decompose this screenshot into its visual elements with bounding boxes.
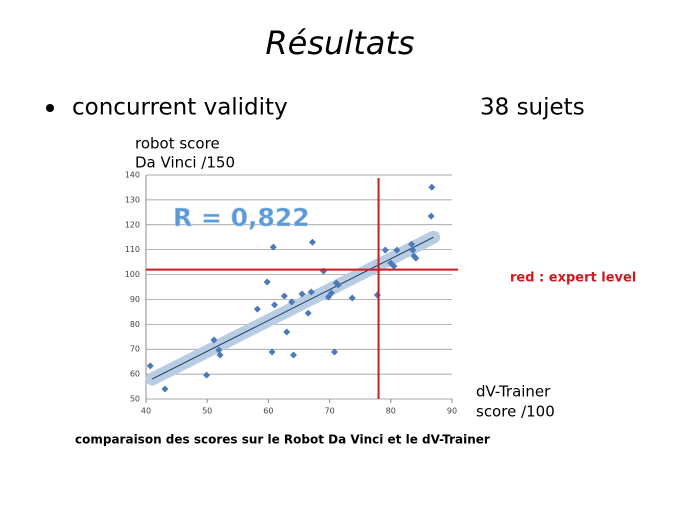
bullet-dot <box>46 104 54 112</box>
legend-note: red : expert level <box>510 271 636 286</box>
y-tick-label: 130 <box>125 195 140 204</box>
x-tick-label: 80 <box>386 407 396 416</box>
point <box>307 288 315 296</box>
point <box>253 305 261 313</box>
point <box>203 371 211 379</box>
point <box>288 298 296 306</box>
annotation: R = 0,822 <box>173 203 310 232</box>
x-tick-label: 90 <box>447 407 457 416</box>
point <box>263 278 271 286</box>
y-tick-label: 140 <box>125 171 140 180</box>
bullet-text: concurrent validity <box>72 95 288 121</box>
point <box>289 351 297 359</box>
point <box>280 292 288 300</box>
point <box>327 289 335 297</box>
point <box>146 362 154 370</box>
x-tick-label: 40 <box>141 407 151 416</box>
point <box>330 348 338 356</box>
x-tick-label: 50 <box>202 407 212 416</box>
point <box>161 385 169 393</box>
point <box>308 238 316 246</box>
y-tick-label: 50 <box>130 395 140 404</box>
x-label: score /100 <box>476 403 555 421</box>
point <box>324 293 332 301</box>
point <box>268 348 276 356</box>
point <box>215 346 223 354</box>
point <box>428 183 436 191</box>
trend-line <box>151 236 434 380</box>
y-tick-label: 120 <box>125 220 140 229</box>
slide-title: Résultats <box>265 24 414 62</box>
point <box>298 290 306 298</box>
point <box>381 246 389 254</box>
point <box>334 281 342 289</box>
y-tick-label: 70 <box>130 345 140 354</box>
point <box>216 351 224 359</box>
x-tick-label: 60 <box>263 407 273 416</box>
y-tick-label: 80 <box>130 320 140 329</box>
point <box>409 246 417 254</box>
y-label: robot score <box>135 135 220 153</box>
point <box>393 246 401 254</box>
y-tick-label: 60 <box>130 370 140 379</box>
point <box>269 243 277 251</box>
point <box>408 240 416 248</box>
point <box>304 309 312 317</box>
point <box>427 212 435 220</box>
y-tick-label: 90 <box>130 295 140 304</box>
point <box>283 328 291 336</box>
y-tick-label: 100 <box>125 270 140 279</box>
x-tick-label: 70 <box>325 407 335 416</box>
subject-count: 38 sujets <box>480 95 585 121</box>
x-label: dV-Trainer <box>476 383 551 401</box>
y-label: Da Vinci /150 <box>135 154 235 172</box>
caption: comparaison des scores sur le Robot Da V… <box>75 433 490 447</box>
point <box>390 262 398 270</box>
point <box>210 336 218 344</box>
y-tick-label: 110 <box>125 245 140 254</box>
point <box>348 294 356 302</box>
point <box>271 301 279 309</box>
point <box>373 291 381 299</box>
point <box>412 254 420 262</box>
